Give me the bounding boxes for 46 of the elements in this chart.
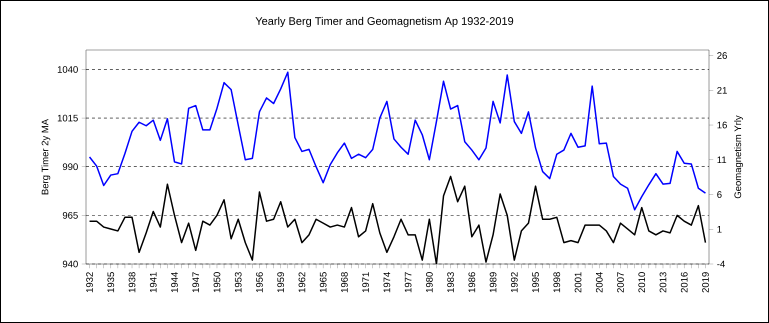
y-tick-label: 990 bbox=[62, 163, 78, 170]
x-tick-label: 1986 bbox=[468, 272, 476, 292]
x-tick-label: 1992 bbox=[510, 272, 518, 292]
x-tick-label: 2019 bbox=[702, 272, 709, 292]
x-tick-label: 1953 bbox=[234, 272, 242, 292]
y-tick-label: 1015 bbox=[58, 114, 78, 122]
x-tick-label: 1932 bbox=[86, 272, 93, 292]
x-tick-label: 2001 bbox=[574, 272, 582, 292]
x-tick-label: 1956 bbox=[256, 272, 263, 292]
line-series bbox=[88, 71, 706, 211]
y-tick-label: 965 bbox=[62, 212, 78, 219]
x-tick-label: 1950 bbox=[214, 272, 220, 292]
y2-tick-label: 6 bbox=[717, 191, 722, 198]
x-tick-label: 1962 bbox=[298, 272, 306, 292]
y2-tick-label: 11 bbox=[717, 156, 726, 164]
x-tick-label: 2010 bbox=[638, 272, 646, 292]
x-tick-label: 1935 bbox=[107, 272, 114, 292]
x-tick-label: 1998 bbox=[553, 272, 560, 292]
x-tick-label: 1965 bbox=[320, 272, 327, 292]
y-tick-label: 1040 bbox=[58, 66, 78, 73]
y2-tick-label: 1 bbox=[717, 226, 722, 233]
x-tick-label: 1938 bbox=[128, 272, 136, 292]
x-tick-label: 1947 bbox=[192, 272, 200, 292]
x-tick-label: 1974 bbox=[384, 272, 390, 292]
x-tick-label: 1983 bbox=[447, 272, 454, 292]
x-tick-label: 1977 bbox=[404, 272, 412, 292]
y2-tick-label: 26 bbox=[717, 52, 727, 59]
y-tick-label: 940 bbox=[62, 260, 78, 268]
y2-tick-label: 21 bbox=[717, 86, 727, 94]
x-tick-label: 1989 bbox=[490, 272, 496, 292]
x-tick-label: 1968 bbox=[341, 272, 348, 292]
y2-tick-label: -4 bbox=[717, 260, 725, 268]
x-tick-label: 1971 bbox=[362, 272, 370, 292]
x-tick-label: 1980 bbox=[426, 272, 433, 292]
chart-title: Yearly Berg Timer and Geomagnetism Ap 1932-2019 bbox=[256, 16, 514, 28]
x-tick-label: 2007 bbox=[617, 272, 624, 292]
x-tick-label: 2013 bbox=[660, 272, 666, 292]
y2-tick-label: 16 bbox=[717, 122, 727, 128]
x-tick-label: 1941 bbox=[150, 272, 157, 292]
x-tick-label: 1995 bbox=[532, 272, 539, 292]
x-tick-label: 1944 bbox=[171, 272, 178, 292]
y2-axis-title: Geomagnetism Yrly bbox=[734, 115, 744, 198]
y-axis-title: Berg Timer 2y MA bbox=[41, 118, 50, 194]
x-tick-label: 1959 bbox=[277, 272, 284, 292]
x-tick-label: 2004 bbox=[596, 272, 603, 292]
x-tick-label: 2016 bbox=[680, 272, 688, 292]
